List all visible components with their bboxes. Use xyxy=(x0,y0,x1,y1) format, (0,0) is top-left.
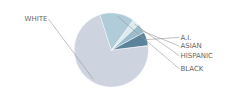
svg-text:HISPANIC: HISPANIC xyxy=(180,52,213,60)
svg-text:A.I.: A.I. xyxy=(180,34,191,42)
svg-text:BLACK: BLACK xyxy=(180,65,203,73)
svg-text:WHITE: WHITE xyxy=(25,15,48,23)
svg-text:ASIAN: ASIAN xyxy=(180,42,201,50)
